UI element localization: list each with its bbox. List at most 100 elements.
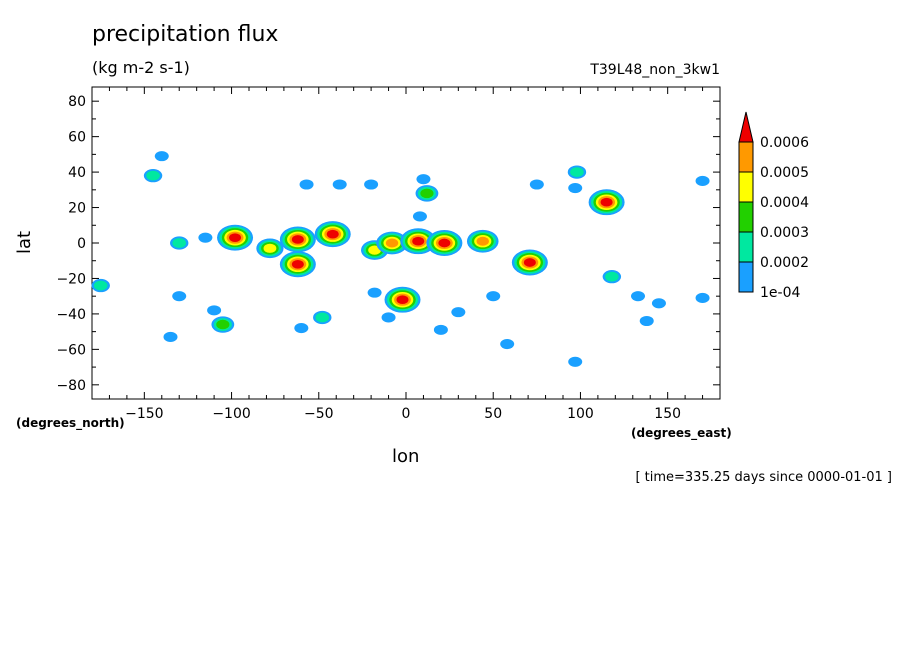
x-tick-label: −50 xyxy=(304,406,334,422)
colorbar: 1e-04 0.0002 0.0003 0.0004 0.0005 0.0006 xyxy=(738,111,809,301)
precip-contour xyxy=(500,339,515,350)
precip-contour xyxy=(154,151,169,162)
precip-contour xyxy=(639,315,654,327)
y-axis-units: (degrees_north) xyxy=(16,416,125,430)
precip-cell xyxy=(500,339,515,350)
precip-cell xyxy=(381,312,396,323)
precip-contour xyxy=(605,271,619,282)
y-axis-label: lat xyxy=(14,230,35,254)
precip-contour xyxy=(291,235,304,244)
precip-contour xyxy=(364,179,379,190)
precip-contour xyxy=(412,236,425,246)
precip-cell xyxy=(376,231,408,255)
precip-cell xyxy=(529,179,544,190)
precip-cell xyxy=(279,226,316,253)
precip-cell xyxy=(294,323,309,334)
colorbar-label: 0.0002 xyxy=(760,255,809,271)
precip-cell xyxy=(588,189,625,216)
time-info: [ time=335.25 days since 0000-01-01 ] xyxy=(635,470,892,485)
precip-cell xyxy=(568,356,583,367)
precip-contour xyxy=(651,298,666,309)
precip-contour xyxy=(570,167,584,177)
precip-contour xyxy=(163,331,178,342)
y-tick-label: −80 xyxy=(56,378,86,394)
precip-contour xyxy=(412,211,427,222)
precip-contour xyxy=(207,305,222,316)
precip-contour xyxy=(600,197,613,207)
precip-contour xyxy=(523,258,536,267)
precip-contour xyxy=(396,295,409,305)
y-tick-label: 40 xyxy=(68,165,86,181)
colorbar-label: 0.0005 xyxy=(760,165,809,181)
y-axis: −80 −60 −40 −20 0 20 40 60 80 xyxy=(56,94,720,394)
precip-cell xyxy=(314,221,351,248)
precip-contour xyxy=(332,179,347,190)
precip-contour xyxy=(568,183,583,194)
colorbar-label: 1e-04 xyxy=(760,285,800,301)
precip-contour xyxy=(695,175,710,186)
precip-cell xyxy=(567,165,587,179)
precip-contour xyxy=(315,312,330,323)
precip-contour xyxy=(420,188,434,199)
colorbar-segment xyxy=(738,141,754,173)
precip-contour xyxy=(172,238,187,248)
precip-cell xyxy=(433,324,448,335)
colorbar-segment xyxy=(738,171,754,203)
precip-contour xyxy=(198,232,213,243)
precip-contour xyxy=(146,170,160,181)
precip-cell xyxy=(207,305,222,316)
precip-contour xyxy=(326,229,339,239)
precip-cell xyxy=(426,230,463,256)
colorbar-label: 0.0006 xyxy=(760,135,809,151)
precip-contour xyxy=(299,179,314,190)
precip-contour xyxy=(381,312,396,323)
precip-cell xyxy=(695,175,710,186)
precip-contour xyxy=(433,324,448,335)
x-axis: −150 −100 −50 0 50 100 150 xyxy=(108,87,704,422)
colorbar-segment xyxy=(738,201,754,233)
precip-cell xyxy=(412,211,427,222)
precip-cell xyxy=(170,236,189,250)
run-id-label: T39L48_non_3kw1 xyxy=(590,62,720,78)
chart-units: (kg m-2 s-1) xyxy=(92,58,190,77)
precip-contour xyxy=(451,307,466,318)
precip-cell xyxy=(332,179,347,190)
x-tick-label: 100 xyxy=(567,406,594,422)
y-tick-label: 80 xyxy=(68,94,86,110)
x-axis-units: (degrees_east) xyxy=(631,426,732,440)
precip-cell xyxy=(217,224,254,251)
x-tick-label: 50 xyxy=(484,406,502,422)
y-tick-label: 60 xyxy=(68,130,86,146)
precip-cell xyxy=(299,179,314,190)
y-tick-label: −60 xyxy=(56,342,86,358)
precip-cell xyxy=(451,307,466,318)
precip-cell xyxy=(568,183,583,194)
precip-cell xyxy=(256,238,284,259)
precip-cell xyxy=(416,174,431,185)
precip-cell xyxy=(511,249,548,276)
precip-field xyxy=(91,151,710,367)
precip-contour xyxy=(529,179,544,190)
precip-cell xyxy=(91,278,110,293)
precip-cell xyxy=(163,331,178,342)
precip-contour xyxy=(568,356,583,367)
precip-cell xyxy=(631,291,646,302)
precip-contour xyxy=(229,233,242,243)
precip-contour xyxy=(476,236,489,246)
precip-cell xyxy=(211,316,235,333)
colorbar-extend-arrow xyxy=(738,111,754,143)
precip-cell xyxy=(154,151,169,162)
precip-cell xyxy=(384,286,421,313)
y-tick-label: 20 xyxy=(68,201,86,217)
colorbar-label: 0.0003 xyxy=(760,225,809,241)
precip-cell xyxy=(172,291,187,302)
x-axis-label: lon xyxy=(392,446,420,467)
precip-cell xyxy=(198,232,213,243)
precip-cell xyxy=(279,251,316,278)
precip-cell xyxy=(367,287,382,298)
chart-title: precipitation flux xyxy=(92,22,279,47)
precip-contour xyxy=(631,291,646,302)
precip-contour xyxy=(695,292,710,303)
precip-cell xyxy=(364,179,379,190)
